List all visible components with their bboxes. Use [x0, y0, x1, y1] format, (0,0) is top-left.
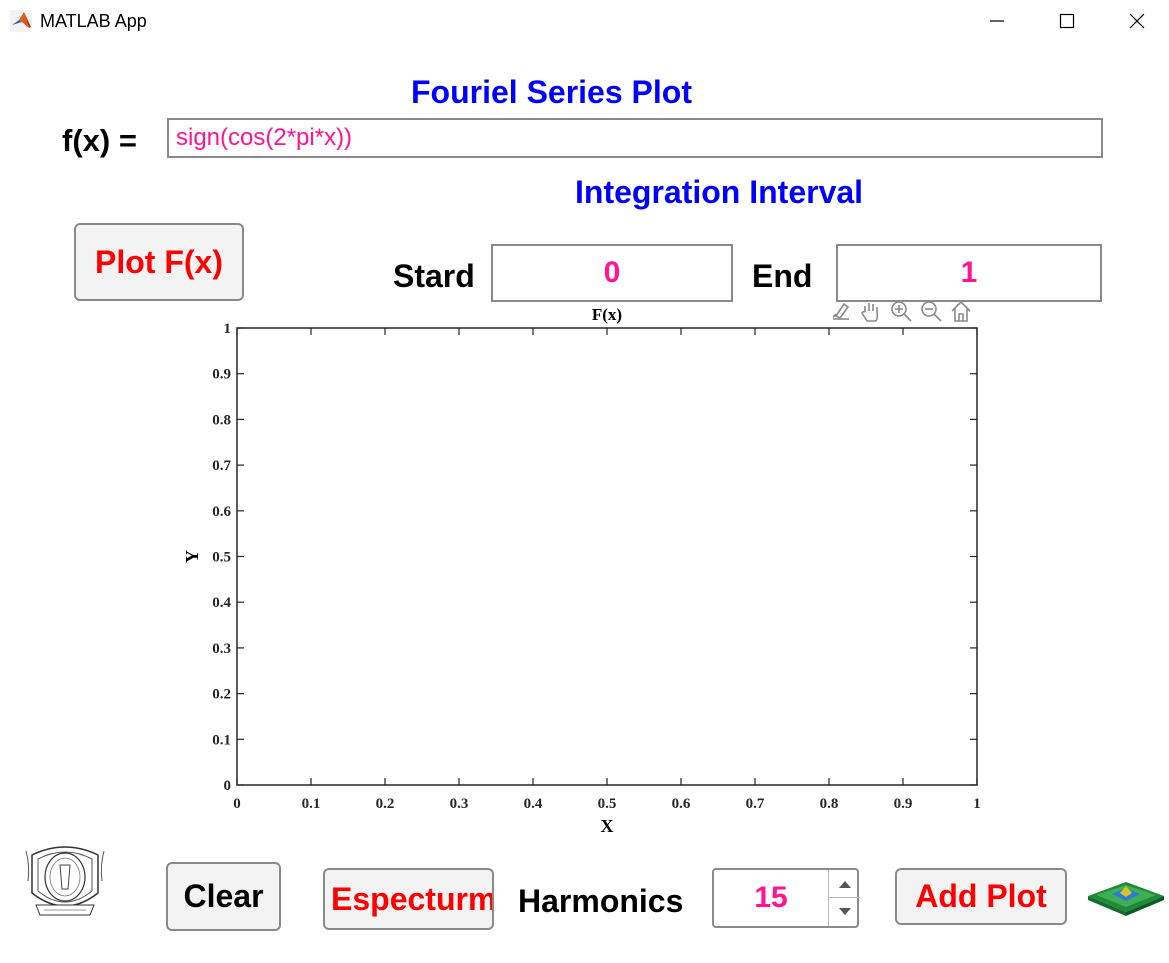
function-input[interactable]	[167, 118, 1103, 158]
maximize-button[interactable]	[1032, 0, 1102, 42]
y-tick-label: 0.5	[212, 550, 231, 566]
plot-axes[interactable]: 0 0.1 0.2 0.3 0.4 0.5 0.6 0.7 0.8 0.9 1 0 0.1 0.2 0.3 0…	[170, 298, 1000, 843]
minimize-icon	[990, 20, 1004, 22]
zoom-out-icon[interactable]	[921, 301, 942, 322]
zoom-in-icon[interactable]	[891, 301, 912, 322]
brush-icon[interactable]	[832, 302, 850, 320]
integration-interval-heading: Integration Interval	[575, 174, 864, 210]
maximize-icon	[1059, 13, 1075, 29]
y-tick-label: 0.9	[212, 367, 231, 383]
window-title-bar: MATLAB App	[0, 0, 1169, 42]
close-icon	[1129, 13, 1145, 29]
harmonics-spinner[interactable]: 15	[712, 868, 860, 928]
x-tick-label: 0.1	[302, 796, 321, 812]
x-tick-label: 0.7	[746, 796, 765, 812]
x-tick-label: 0.4	[524, 796, 543, 812]
x-tick-label: 0	[233, 796, 241, 812]
x-tick-label: 0.2	[376, 796, 395, 812]
axes-toolbar	[828, 298, 978, 324]
end-input[interactable]: 1	[836, 244, 1102, 302]
x-tick-label: 0.6	[672, 796, 691, 812]
start-label: Stard	[393, 258, 475, 294]
x-tick-label: 1	[973, 796, 981, 812]
spinner-decrement-button[interactable]	[829, 898, 860, 926]
y-tick-label: 0	[224, 778, 232, 794]
university-seal-logo	[25, 846, 105, 916]
y-tick-label: 0.8	[212, 412, 231, 428]
y-tick-label: 1	[224, 321, 232, 337]
harmonics-label: Harmonics	[518, 883, 684, 919]
y-axis-label: Y	[182, 550, 202, 563]
x-tick-label: 0.5	[598, 796, 617, 812]
chevron-down-icon	[838, 908, 851, 915]
add-plot-button[interactable]: Add Plot	[895, 868, 1067, 925]
matlab-logo-icon	[10, 10, 32, 32]
y-tick-label: 0.2	[212, 687, 231, 703]
y-tick-label: 0.7	[212, 458, 231, 474]
x-tick-label: 0.9	[894, 796, 913, 812]
end-label: End	[752, 258, 813, 294]
window-title: MATLAB App	[40, 11, 147, 31]
axes-title: F(x)	[592, 305, 622, 324]
y-tick-label: 0.3	[212, 641, 231, 657]
chevron-up-icon	[838, 880, 851, 888]
y-tick-label: 0.6	[212, 504, 231, 520]
x-axis-label: X	[601, 816, 614, 836]
app-title-heading: Fouriel Series Plot	[411, 74, 692, 110]
surface-plot-logo	[1088, 882, 1164, 916]
y-tick-label: 0.4	[212, 595, 231, 611]
x-tick-label: 0.8	[820, 796, 839, 812]
harmonics-value[interactable]: 15	[754, 881, 788, 914]
pan-hand-icon[interactable]	[861, 303, 879, 322]
clear-button[interactable]: Clear	[166, 862, 281, 931]
start-input[interactable]: 0	[491, 244, 733, 302]
fx-label: f(x) =	[62, 123, 137, 158]
spectrum-button[interactable]: Especturm	[323, 868, 494, 930]
plot-button[interactable]: Plot F(x)	[74, 223, 244, 301]
home-icon[interactable]	[951, 300, 971, 322]
minimize-button[interactable]	[962, 0, 1032, 42]
axes-box	[236, 327, 978, 786]
y-tick-label: 0.1	[212, 732, 231, 748]
spinner-increment-button[interactable]	[829, 870, 860, 898]
x-tick-label: 0.3	[450, 796, 469, 812]
close-button[interactable]	[1102, 0, 1169, 42]
